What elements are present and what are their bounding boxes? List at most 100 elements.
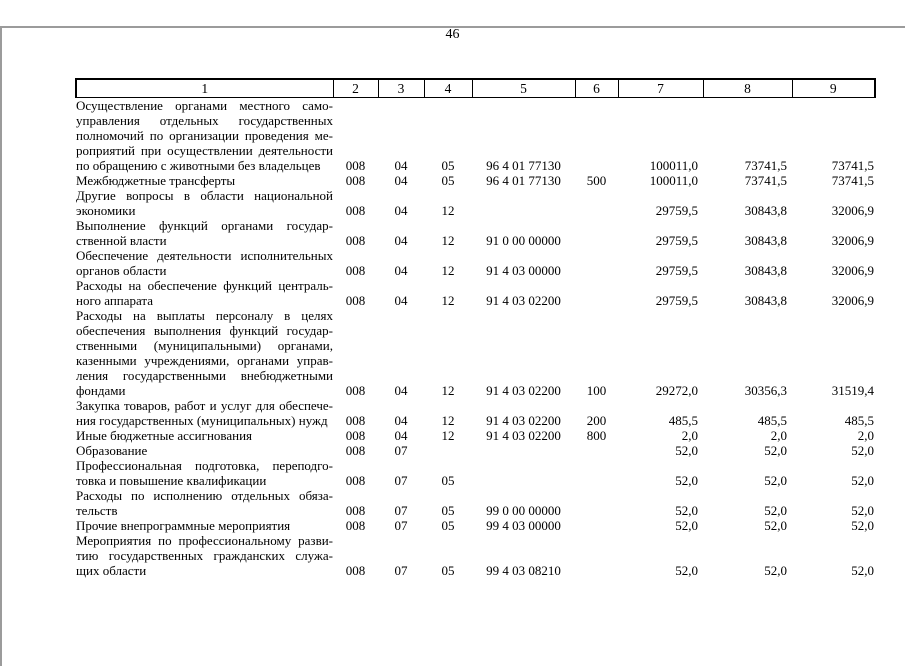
table-row: Другие вопросы в области национальной эко… (76, 188, 875, 218)
cell-col-7: 52,0 (675, 518, 698, 533)
cell-col-6 (575, 218, 618, 248)
cell-col-3: 07 (394, 563, 408, 578)
cell-col-8: 52,0 (764, 503, 787, 518)
column-header: 6 (574, 78, 619, 98)
cell-col-3: 04 (394, 158, 408, 173)
row-label: Межбюджетные трансферты (76, 173, 333, 188)
row-label-line: Образование (76, 443, 148, 458)
cell-col-4: 12 (441, 383, 455, 398)
cell-col-6: 200 (586, 413, 607, 428)
cell-col-2: 008 (345, 443, 366, 458)
column-header: 9 (791, 78, 876, 98)
row-label: Закупка товаров, работ и услуг для обесп… (76, 398, 333, 428)
cell-col-6 (575, 443, 618, 458)
cell-col-7: 52,0 (675, 563, 698, 578)
cell-col-5: 91 4 03 00000 (486, 263, 561, 278)
row-label-line: Иные бюджетные ассигнования (76, 428, 253, 443)
row-label-line: Закупка товаров, работ и услуг для обесп… (76, 398, 333, 413)
row-label: Иные бюджетные ассигнования (76, 428, 333, 443)
cell-col-5: 91 4 03 02200 (486, 383, 561, 398)
cell-col-3: 04 (394, 203, 408, 218)
cell-col-2: 008 (345, 173, 366, 188)
row-label-line: полномочий по организации проведения ме- (76, 128, 333, 143)
cell-col-2: 008 (345, 203, 366, 218)
cell-col-5: 96 4 01 77130 (486, 158, 561, 173)
cell-col-8: 52,0 (764, 563, 787, 578)
cell-col-2: 008 (345, 293, 366, 308)
cell-col-3: 04 (394, 263, 408, 278)
cell-col-6: 100 (586, 383, 607, 398)
cell-col-6 (575, 488, 618, 518)
cell-col-6 (575, 248, 618, 278)
row-label-line: экономики (76, 203, 136, 218)
row-label-line: ного аппарата (76, 293, 154, 308)
cell-col-8: 52,0 (764, 443, 787, 458)
row-label-line: Выполнение функций органами государ- (76, 218, 333, 233)
table-row: Межбюджетные трансферты 008 04 05 96 4 01 77… (76, 173, 875, 188)
cell-col-9: 32006,9 (831, 263, 874, 278)
cell-col-4: 12 (441, 233, 455, 248)
row-label-line: Межбюджетные трансферты (76, 173, 236, 188)
cell-col-5: 91 4 03 02200 (486, 428, 561, 443)
cell-col-9: 73741,5 (831, 173, 874, 188)
row-label-line: ственной власти (76, 233, 167, 248)
row-label-line: Мероприятия по профессиональному разви- (76, 533, 333, 548)
cell-col-4: 12 (441, 293, 455, 308)
row-label-line: ления государственными внебюджетными (76, 368, 333, 383)
cell-col-7: 2,0 (681, 428, 698, 443)
row-label: Выполнение функций органами государ-стве… (76, 218, 333, 248)
cell-col-6 (575, 188, 618, 218)
cell-col-9: 52,0 (851, 443, 874, 458)
row-label-line: Обеспечение деятельности исполнительных (76, 248, 333, 263)
cell-col-9: 31519,4 (831, 383, 874, 398)
row-label: Расходы по исполнению отдельных обяза-те… (76, 488, 333, 518)
cell-col-8: 30843,8 (744, 293, 787, 308)
cell-col-7: 29759,5 (655, 233, 698, 248)
cell-col-5: 91 0 00 00000 (486, 233, 561, 248)
row-label: Осуществление органами местного само-упр… (76, 98, 333, 173)
row-label-line: ственными (муниципальными) органами, (76, 338, 333, 353)
row-label: Расходы на обеспечение функций централь-… (76, 278, 333, 308)
cell-col-9: 52,0 (851, 563, 874, 578)
cell-col-8: 73741,5 (744, 158, 787, 173)
cell-col-6: 800 (586, 428, 607, 443)
row-label-line: фондами (76, 383, 126, 398)
cell-col-2: 008 (345, 503, 366, 518)
cell-col-6 (575, 98, 618, 174)
cell-col-3: 04 (394, 173, 408, 188)
row-label: Прочие внепрограммные мероприятия (76, 518, 333, 533)
cell-col-4: 12 (441, 263, 455, 278)
row-label-line: щих области (76, 563, 147, 578)
cell-col-9: 52,0 (851, 518, 874, 533)
cell-col-9: 32006,9 (831, 233, 874, 248)
cell-col-2: 008 (345, 263, 366, 278)
table-row: Выполнение функций органами государ-стве… (76, 218, 875, 248)
cell-col-5: 99 4 03 08210 (486, 563, 561, 578)
cell-col-3: 07 (394, 473, 408, 488)
row-label-line: органов области (76, 263, 167, 278)
table-body: Осуществление органами местного само-упр… (76, 98, 875, 578)
cell-col-6 (575, 278, 618, 308)
cell-col-7: 29759,5 (655, 293, 698, 308)
cell-col-2: 008 (345, 233, 366, 248)
row-label: Профессиональная подготовка, переподго-т… (76, 458, 333, 488)
cell-col-8: 52,0 (764, 518, 787, 533)
cell-col-4 (424, 443, 472, 458)
cell-col-6 (575, 518, 618, 533)
cell-col-5: 99 0 00 00000 (486, 503, 561, 518)
row-label-line: тельств (76, 503, 118, 518)
column-header: 8 (702, 78, 793, 98)
table-row: Прочие внепрограммные мероприятия 008 07 05… (76, 518, 875, 533)
cell-col-5: 91 4 03 02200 (486, 413, 561, 428)
cell-col-3: 07 (394, 518, 408, 533)
cell-col-4: 05 (441, 473, 455, 488)
column-header: 4 (423, 78, 473, 98)
row-label-line: роприятий при осуществлении деятельности (76, 143, 333, 158)
cell-col-4: 05 (441, 563, 455, 578)
cell-col-8: 52,0 (764, 473, 787, 488)
cell-col-8: 73741,5 (744, 173, 787, 188)
row-label-line: по обращению с животными без владельцев (76, 158, 321, 173)
row-label: Образование (76, 443, 333, 458)
